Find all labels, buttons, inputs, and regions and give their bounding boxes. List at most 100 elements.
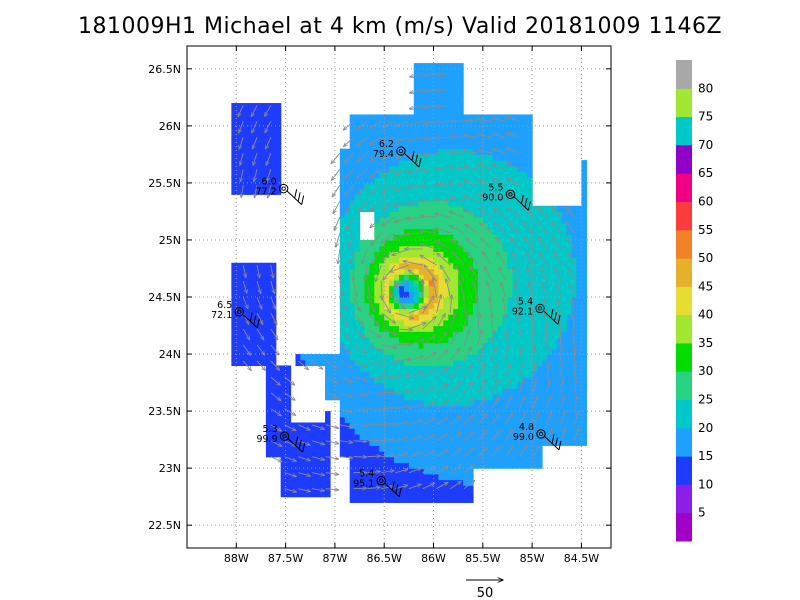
- field-cell: [507, 331, 513, 338]
- field-cell: [487, 331, 494, 338]
- field-cell: [458, 314, 464, 321]
- station-value-2: 92.1: [512, 306, 533, 317]
- field-cell: [394, 354, 400, 361]
- field-cell: [497, 416, 504, 424]
- field-cell: [566, 428, 573, 435]
- field-cell: [433, 171, 440, 178]
- field-cell: [359, 165, 366, 173]
- wind-vector: [395, 375, 410, 378]
- field-cell: [537, 399, 543, 406]
- field-cell: [482, 274, 489, 281]
- field-cell: [310, 445, 316, 452]
- field-cell: [448, 108, 454, 116]
- field-cell: [256, 342, 262, 349]
- field-cell: [561, 342, 568, 349]
- field-cell: [551, 382, 558, 389]
- field-cell: [581, 285, 587, 292]
- field-cell: [487, 405, 494, 412]
- field-cell: [487, 393, 494, 401]
- field-cell: [389, 393, 395, 401]
- field-cell: [468, 131, 474, 138]
- wind-barb-staff: [286, 190, 302, 205]
- wind-vector: [450, 449, 461, 458]
- wind-vector: [339, 457, 353, 458]
- field-cell: [463, 211, 469, 218]
- field-cell: [285, 365, 292, 372]
- field-cell: [256, 154, 262, 161]
- field-cell: [433, 268, 440, 275]
- wind-vector: [433, 277, 437, 298]
- field-cell: [512, 445, 518, 452]
- field-cell: [443, 451, 449, 458]
- field-cell: [354, 336, 361, 344]
- field-cell: [487, 154, 494, 161]
- field-cell: [487, 359, 494, 367]
- field-cell: [359, 239, 366, 247]
- wind-vector: [436, 350, 448, 362]
- station-marker: 5.492.1: [512, 296, 561, 325]
- field-cell: [418, 393, 425, 401]
- field-cell: [581, 314, 587, 321]
- field-cell: [260, 142, 267, 150]
- field-cell: [256, 108, 262, 116]
- field-cell: [438, 85, 444, 93]
- wind-vector: [394, 422, 408, 426]
- field-cell: [487, 142, 494, 150]
- field-cell: [418, 291, 425, 298]
- field-cell: [556, 257, 563, 264]
- field-cell: [389, 177, 395, 184]
- field-cell: [453, 359, 459, 367]
- field-cell: [246, 177, 252, 184]
- field-cell: [537, 451, 543, 458]
- field-cell: [246, 160, 252, 167]
- wind-vector: [284, 424, 296, 431]
- field-cell: [394, 388, 400, 395]
- wind-vector: [394, 469, 408, 474]
- field-cell: [581, 228, 587, 235]
- field-cell: [275, 399, 282, 406]
- colorbar-boxes: [676, 60, 692, 542]
- field-cell: [492, 348, 499, 355]
- field-cell: [408, 331, 415, 338]
- wind-vector: [435, 184, 451, 185]
- field-cell: [379, 342, 385, 349]
- wind-vector: [256, 280, 261, 293]
- field-cell: [285, 473, 292, 481]
- field-cell: [566, 422, 573, 429]
- field-cell: [231, 319, 237, 327]
- field-cell: [354, 222, 361, 230]
- field-cell: [443, 319, 449, 327]
- field-cell: [418, 108, 425, 116]
- field-cell: [418, 120, 425, 127]
- field-cell: [369, 411, 375, 418]
- wind-vector: [394, 200, 410, 206]
- field-cell: [448, 114, 454, 121]
- field-cell: [413, 399, 420, 406]
- colorbar-box: [676, 484, 692, 514]
- field-cell: [556, 205, 563, 213]
- wind-vector: [408, 168, 423, 172]
- field-cell: [541, 371, 548, 378]
- field-cell: [463, 165, 469, 173]
- field-cell: [290, 445, 297, 452]
- field-cell: [399, 319, 405, 327]
- field-cell: [423, 479, 430, 486]
- field-cell: [236, 336, 242, 344]
- colorbar-box: [676, 456, 692, 485]
- field-cell: [354, 348, 361, 355]
- field-cell: [413, 274, 420, 281]
- wind-vector: [298, 456, 310, 461]
- field-cell: [408, 274, 415, 281]
- field-cell: [502, 462, 509, 469]
- field-cell: [566, 291, 573, 298]
- field-cell: [556, 285, 563, 292]
- field-cell: [532, 211, 538, 218]
- field-cell: [418, 325, 425, 332]
- field-cell: [468, 405, 474, 412]
- field-cell: [546, 433, 553, 441]
- field-cell: [339, 416, 346, 424]
- field-cell: [527, 205, 533, 213]
- field-cell: [482, 154, 489, 161]
- field-cell: [231, 182, 237, 190]
- field-cell: [265, 165, 272, 173]
